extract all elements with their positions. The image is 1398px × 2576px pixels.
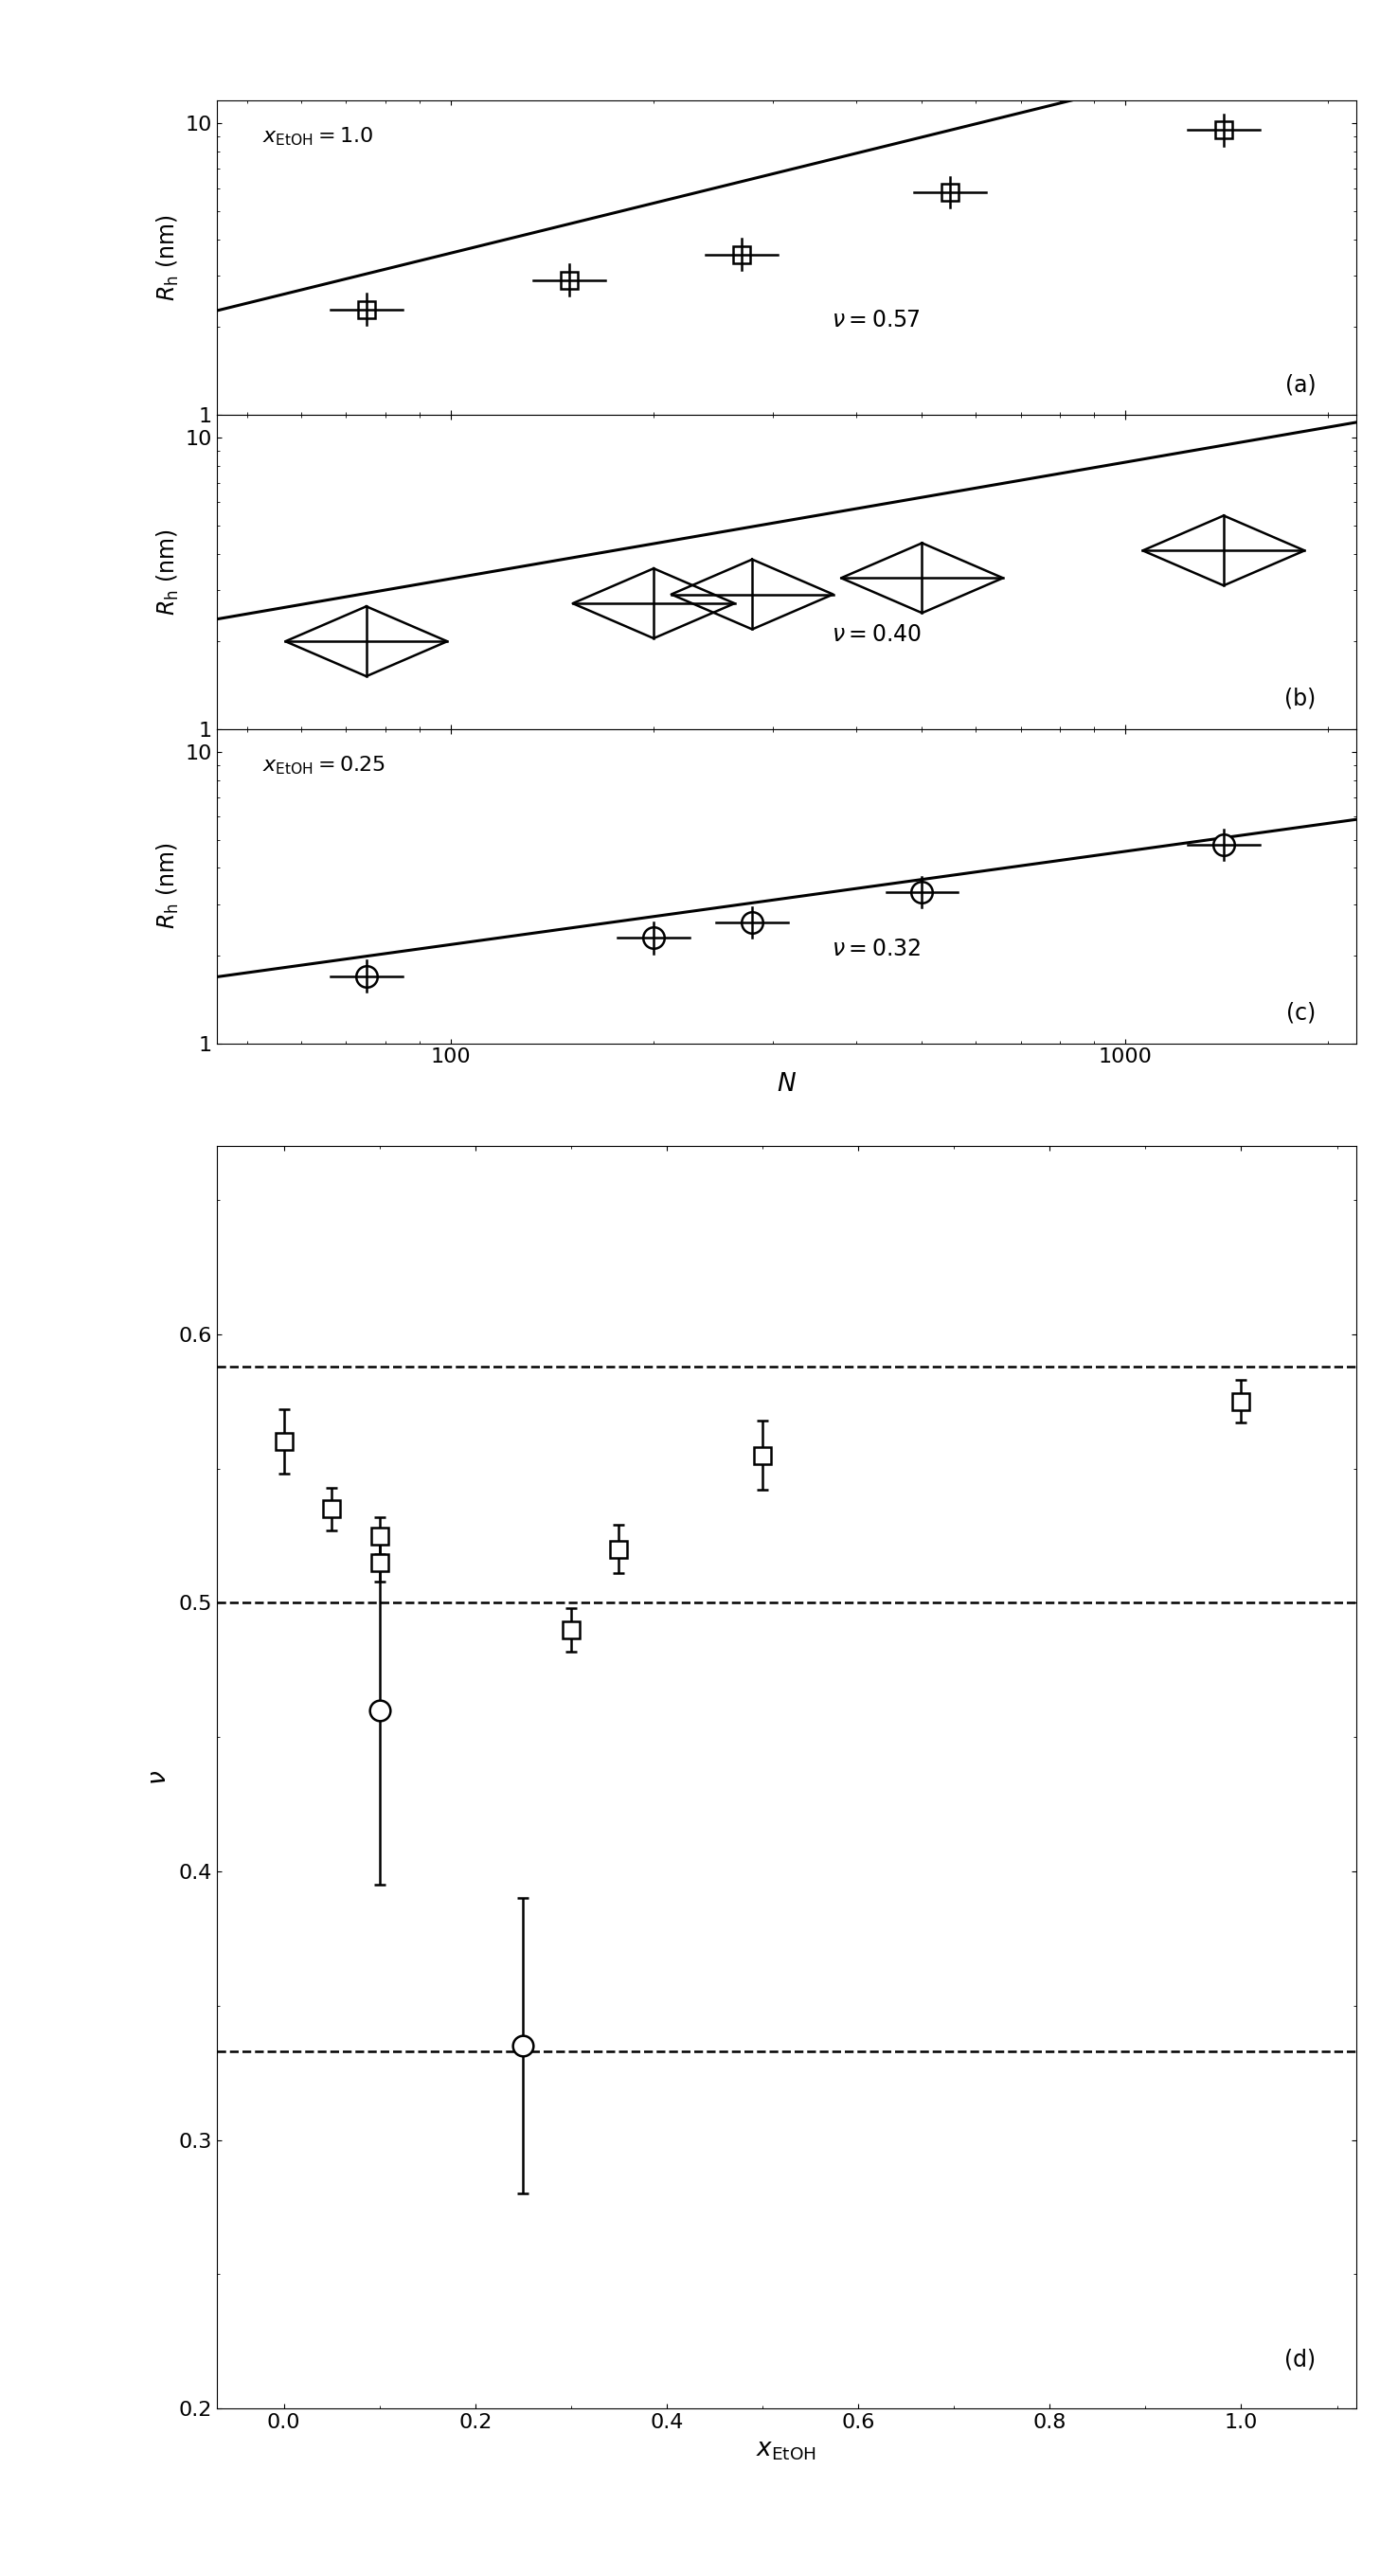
X-axis label: $\mathit{N}$: $\mathit{N}$ bbox=[776, 1072, 797, 1097]
Polygon shape bbox=[573, 569, 734, 639]
Polygon shape bbox=[1142, 515, 1304, 585]
Polygon shape bbox=[285, 605, 447, 677]
Polygon shape bbox=[842, 544, 1002, 613]
Text: (b): (b) bbox=[1285, 688, 1316, 711]
Text: $\nu=0.57$: $\nu=0.57$ bbox=[832, 309, 920, 332]
Text: (d): (d) bbox=[1285, 2347, 1316, 2370]
Y-axis label: $\mathit{R}_{\rm h}$ (nm): $\mathit{R}_{\rm h}$ (nm) bbox=[155, 528, 182, 616]
Y-axis label: $\mathit{R}_{\rm h}$ (nm): $\mathit{R}_{\rm h}$ (nm) bbox=[155, 214, 182, 301]
Text: $x_{\rm EtOH}=0.25$: $x_{\rm EtOH}=0.25$ bbox=[263, 755, 386, 775]
Text: (a): (a) bbox=[1285, 374, 1316, 397]
Text: (c): (c) bbox=[1286, 1002, 1316, 1025]
Y-axis label: $\nu$: $\nu$ bbox=[147, 1770, 172, 1785]
X-axis label: $x_{\rm EtOH}$: $x_{\rm EtOH}$ bbox=[756, 2437, 816, 2463]
Y-axis label: $\mathit{R}_{\rm h}$ (nm): $\mathit{R}_{\rm h}$ (nm) bbox=[155, 842, 182, 930]
Polygon shape bbox=[671, 559, 833, 629]
Text: $\nu=0.40$: $\nu=0.40$ bbox=[832, 623, 923, 647]
Text: $\nu=0.32$: $\nu=0.32$ bbox=[832, 938, 921, 961]
Text: $x_{\rm EtOH}=1.0$: $x_{\rm EtOH}=1.0$ bbox=[263, 126, 373, 147]
